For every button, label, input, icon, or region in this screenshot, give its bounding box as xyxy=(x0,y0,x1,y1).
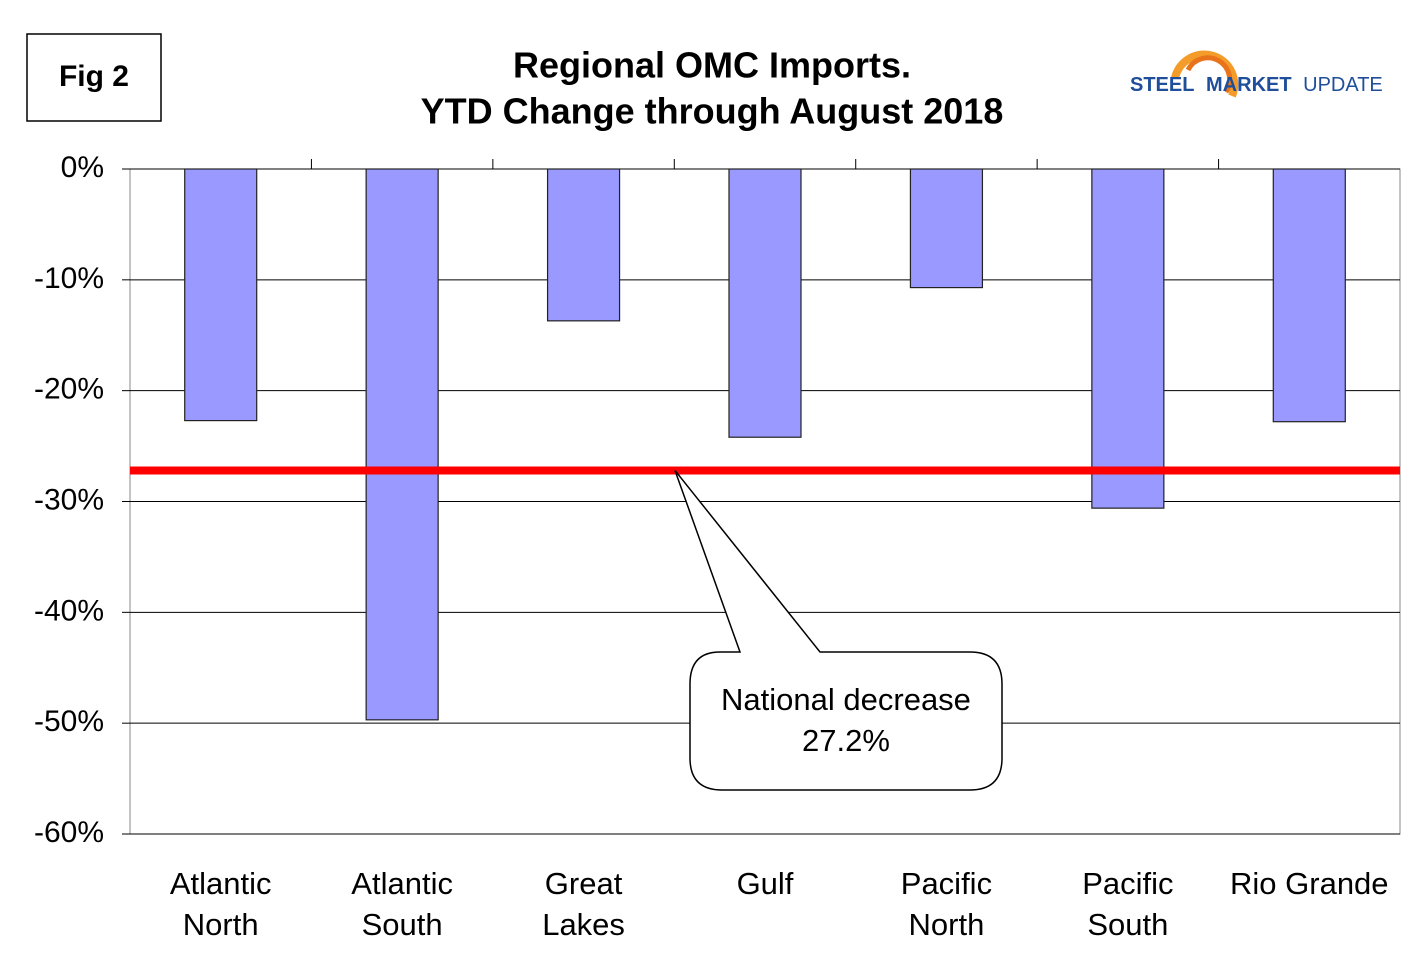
chart-title: Regional OMC Imports. xyxy=(513,45,911,86)
x-tick-label-line: Pacific xyxy=(1082,866,1173,901)
x-tick-label: Atlantic North xyxy=(170,866,272,942)
logo-swirl xyxy=(1185,55,1233,94)
x-tick-label-line: Gulf xyxy=(737,866,794,901)
x-tick-label: Pacific North xyxy=(901,866,992,942)
chart-title: YTD Change through August 2018 xyxy=(421,91,1004,132)
bar xyxy=(546,168,621,322)
x-tick-label: Gulf xyxy=(737,866,794,901)
bar xyxy=(365,168,439,721)
x-tick-label-line: South xyxy=(362,907,443,942)
x-tick-label-line: Lakes xyxy=(542,907,625,942)
logo-part: STEEL xyxy=(1130,74,1194,96)
bar xyxy=(909,168,984,289)
y-tick-label: -50% xyxy=(34,705,104,738)
x-tick-label-line: North xyxy=(909,907,985,942)
x-tick-label-line: South xyxy=(1087,907,1168,942)
bar xyxy=(1272,168,1346,423)
x-tick-label-line: Great xyxy=(545,866,623,901)
bar xyxy=(728,168,802,438)
logo: STEEL MARKET UPDATE xyxy=(1130,50,1383,98)
y-tick-label: -60% xyxy=(34,816,104,849)
annotation: National decrease xyxy=(721,682,971,717)
logo-part: MARKET xyxy=(1206,74,1292,96)
x-tick-label-line: Atlantic xyxy=(170,866,272,901)
x-tick-label: Great Lakes xyxy=(542,866,625,942)
x-tick-label-line: Atlantic xyxy=(351,866,453,901)
y-tick-label: -30% xyxy=(34,483,104,516)
y-tick-label: 0% xyxy=(61,151,104,184)
annotation: 27.2% xyxy=(802,723,890,758)
callout xyxy=(674,469,1003,791)
logo-part: UPDATE xyxy=(1303,74,1383,96)
y-tick-label: -10% xyxy=(34,262,104,295)
x-tick-label-line: North xyxy=(183,907,259,942)
figure-label: Fig 2 xyxy=(59,60,129,93)
logo-text: STEEL MARKET UPDATE xyxy=(1130,74,1383,96)
figure-label-box xyxy=(26,33,162,122)
x-tick-label-line: Rio Grande xyxy=(1230,866,1389,901)
x-tick-label: Rio Grande xyxy=(1230,866,1389,901)
bar xyxy=(1091,168,1165,509)
x-tick-label: Pacific South xyxy=(1082,866,1173,942)
y-tick-label: -40% xyxy=(34,594,104,627)
x-tick-label: Atlantic South xyxy=(351,866,453,942)
bar xyxy=(184,168,258,422)
y-tick-label: -20% xyxy=(34,373,104,406)
x-tick-label-line: Pacific xyxy=(901,866,992,901)
